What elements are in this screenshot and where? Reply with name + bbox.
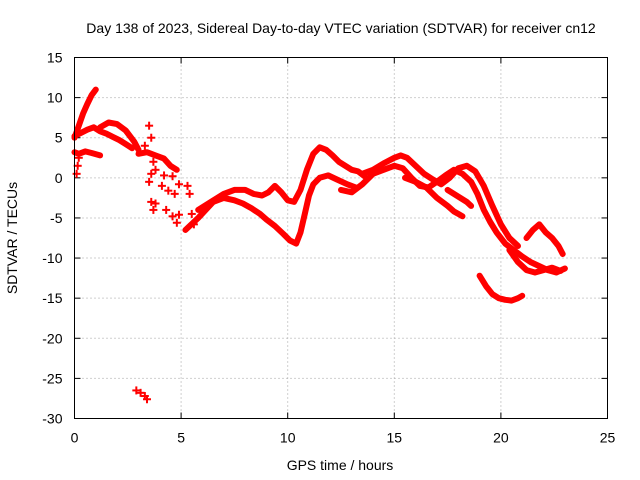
plot-frame (74, 57, 608, 419)
x-tick-label: 15 (387, 430, 403, 446)
data-point (151, 165, 160, 174)
x-tick-labels: 0 5 10 15 20 25 (71, 430, 616, 446)
series-arc-m (523, 221, 566, 257)
data-point (140, 141, 149, 150)
data-point (145, 177, 154, 186)
data-point (149, 157, 158, 166)
y-tick-label: 15 (47, 50, 63, 66)
data-point (172, 218, 181, 227)
data-point (147, 169, 156, 178)
chart-title: Day 138 of 2023, Sidereal Day-to-day VTE… (86, 20, 596, 36)
y-tick-label: -5 (50, 210, 63, 226)
data-point (136, 388, 145, 397)
data-point (170, 189, 179, 198)
data-point (132, 386, 141, 395)
point-layer (72, 121, 198, 404)
x-tick-label: 0 (71, 430, 79, 446)
y-tick-label: 10 (47, 90, 63, 106)
data-point (187, 209, 196, 218)
series-arc-a (71, 86, 99, 141)
x-tick-label: 25 (600, 430, 616, 446)
x-tick-label: 20 (493, 430, 509, 446)
data-point (185, 189, 194, 198)
data-point (147, 197, 156, 206)
series-arc-l (506, 247, 564, 276)
x-tick-label: 10 (280, 430, 296, 446)
series-arc-j (402, 174, 466, 220)
data-point (162, 205, 171, 214)
series-arc-d (71, 148, 104, 159)
y-tick-label: -20 (42, 330, 62, 346)
series-arc-n (476, 272, 526, 304)
data-point (72, 169, 81, 178)
data-point (157, 181, 166, 190)
y-tick-labels: -30 -25 -20 -15 -10 -5 0 5 10 15 (42, 50, 62, 427)
data-point (73, 161, 82, 170)
x-axis-title: GPS time / hours (287, 457, 394, 473)
series-arc-h (338, 162, 568, 276)
data-point (174, 180, 183, 189)
data-point (142, 395, 151, 404)
series-arc-f (182, 172, 359, 247)
data-point (183, 181, 192, 190)
data-point (160, 171, 169, 180)
series-arc-e (135, 149, 180, 173)
x-tick-label: 5 (177, 430, 185, 446)
series-arc-b (71, 124, 136, 152)
y-tick-label: -25 (42, 370, 62, 386)
data-point (147, 133, 156, 142)
data-point (164, 186, 173, 195)
y-axis-title: SDTVAR / TECUs (4, 182, 20, 294)
y-tick-label: -15 (42, 290, 62, 306)
data-point (74, 153, 83, 162)
y-tick-label: 5 (55, 130, 63, 146)
series-arc-c (97, 119, 142, 153)
y-tick-label: -30 (42, 411, 62, 427)
y-tick-label: -10 (42, 250, 62, 266)
data-point (149, 205, 158, 214)
data-point (151, 199, 160, 208)
series-arc-i (359, 152, 521, 249)
y-tick-label: 0 (55, 170, 63, 186)
series-arc-g (195, 144, 368, 213)
series-arc-k (444, 186, 475, 209)
data-point (145, 121, 154, 130)
data-point (168, 172, 177, 181)
series-layer (71, 86, 568, 304)
data-point (168, 212, 177, 221)
data-point (174, 210, 183, 219)
data-point (189, 220, 198, 229)
